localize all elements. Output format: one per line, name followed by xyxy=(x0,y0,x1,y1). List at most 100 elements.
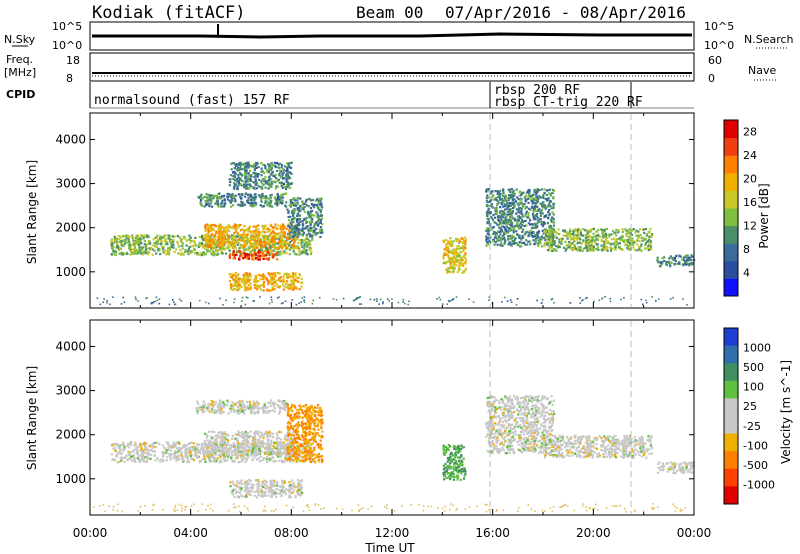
echo-cell xyxy=(162,455,165,458)
echo-cell xyxy=(572,235,575,238)
echo-cell xyxy=(301,246,304,249)
echo-cell xyxy=(230,283,233,286)
echo-cell xyxy=(292,197,295,200)
echo-cell xyxy=(557,244,560,247)
echo-cell xyxy=(661,257,664,260)
echo-cell xyxy=(519,225,523,229)
echo-cell xyxy=(502,205,505,208)
echo-cell xyxy=(279,450,282,453)
echo-cell xyxy=(448,257,451,260)
echo-cell xyxy=(502,236,506,239)
echo-cell xyxy=(529,219,532,222)
echo-cell xyxy=(194,236,197,239)
echo-cell xyxy=(164,234,167,237)
echo-cell xyxy=(267,168,270,171)
echo-cell xyxy=(229,201,232,204)
echo-cell xyxy=(115,454,118,457)
echo-cell xyxy=(442,239,445,242)
echo-cell xyxy=(117,235,120,238)
echo-cell xyxy=(278,172,281,176)
echo-cell xyxy=(128,246,131,249)
echo-cell xyxy=(508,202,511,205)
echo-cell xyxy=(486,241,489,244)
echo-cell xyxy=(613,237,616,240)
echo-cell xyxy=(504,217,507,221)
echo-cell xyxy=(382,302,384,305)
echo-cell xyxy=(229,253,232,256)
echo-cell xyxy=(355,298,357,300)
echo-cell xyxy=(247,276,250,279)
echo-cell xyxy=(168,251,171,254)
echo-cell xyxy=(158,443,161,446)
echo-cell xyxy=(508,218,511,221)
echo-cell xyxy=(205,194,208,197)
echo-cell xyxy=(373,298,376,301)
echo-cell xyxy=(254,180,257,183)
echo-cell xyxy=(632,246,635,249)
echo-cell xyxy=(543,192,546,195)
echo-cell xyxy=(315,221,318,224)
echo-cell xyxy=(452,240,455,243)
echo-cell xyxy=(579,297,581,299)
echo-cell xyxy=(311,230,314,233)
echo-cell xyxy=(539,214,542,217)
echo-cell xyxy=(191,250,194,253)
echo-cell xyxy=(290,450,293,453)
echo-cell xyxy=(311,302,314,305)
echo-cell xyxy=(232,186,236,189)
echo-cell xyxy=(285,183,288,187)
echo-cell xyxy=(234,176,237,179)
echo-cell xyxy=(533,206,536,209)
echo-cell xyxy=(233,171,236,174)
echo-cell xyxy=(458,264,461,267)
echo-cell xyxy=(251,438,255,441)
echo-cell xyxy=(519,198,522,201)
echo-cell xyxy=(181,447,184,450)
echo-cell xyxy=(534,237,538,240)
echo-cell xyxy=(224,237,227,240)
echo-cell xyxy=(281,459,284,462)
echo-cell xyxy=(213,224,217,227)
echo-cell xyxy=(226,225,229,228)
echo-cell xyxy=(197,448,200,452)
echo-cell xyxy=(132,450,135,453)
echo-cell xyxy=(234,283,237,286)
echo-cell xyxy=(542,206,545,209)
echo-cell xyxy=(509,234,512,238)
echo-cell xyxy=(532,214,535,217)
echo-cell xyxy=(238,460,242,463)
echo-cell xyxy=(292,224,295,227)
echo-cell xyxy=(160,239,163,242)
echo-cell xyxy=(246,274,249,277)
echo-cell xyxy=(212,194,215,197)
echo-cell xyxy=(458,241,461,244)
echo-cell xyxy=(209,224,212,227)
echo-cell xyxy=(210,198,213,201)
echo-cell xyxy=(501,301,503,303)
echo-cell xyxy=(624,243,627,246)
echo-cell xyxy=(299,197,302,200)
echo-cell xyxy=(241,252,244,255)
echo-cell xyxy=(640,243,643,246)
echo-cell xyxy=(232,178,235,181)
echo-cell xyxy=(302,205,305,208)
ytick-label: 2000 xyxy=(55,221,86,235)
echo-cell xyxy=(316,220,320,223)
echo-cell xyxy=(550,298,553,301)
echo-cell xyxy=(148,248,151,251)
echo-cell xyxy=(211,247,214,250)
echo-cell xyxy=(148,247,151,250)
echo-cell xyxy=(614,248,617,251)
echo-cell xyxy=(590,235,593,239)
echo-cell xyxy=(492,213,495,216)
echo-cell xyxy=(292,214,295,218)
echo-cell xyxy=(552,189,555,192)
echo-cell xyxy=(268,186,271,189)
echo-cell xyxy=(269,229,272,232)
echo-cell xyxy=(309,199,312,202)
echo-cell xyxy=(287,276,290,279)
echo-cell xyxy=(647,244,650,248)
echo-cell xyxy=(169,449,172,452)
echo-cell xyxy=(309,240,312,243)
echo-cell xyxy=(229,275,232,278)
